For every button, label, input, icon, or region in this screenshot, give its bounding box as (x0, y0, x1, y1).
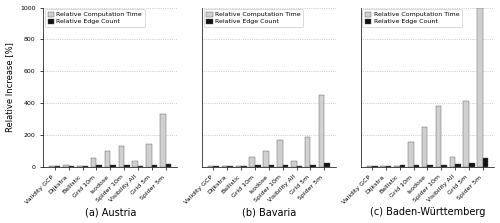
Bar (318, 95, 324, 167)
Bar (132, 161, 138, 167)
X-axis label: (b) Bavaria: (b) Bavaria (242, 207, 296, 217)
Bar (422, 127, 428, 167)
X-axis label: (c) Baden-Württemberg: (c) Baden-Württemberg (370, 207, 485, 217)
Bar (442, 165, 447, 167)
Bar (310, 165, 316, 167)
Bar (96, 165, 102, 167)
Bar (380, 166, 386, 167)
Bar (436, 106, 442, 167)
Bar (160, 114, 166, 167)
Bar (282, 165, 288, 167)
Bar (478, 8, 483, 167)
Bar (469, 163, 474, 167)
Bar (450, 157, 455, 167)
Bar (264, 151, 269, 167)
Bar (110, 165, 116, 167)
Bar (305, 137, 310, 167)
Bar (464, 101, 469, 167)
Bar (255, 165, 260, 167)
Bar (324, 163, 330, 167)
Bar (250, 157, 255, 167)
Bar (269, 165, 274, 167)
Legend: Relative Computation Time, Relative Edge Count: Relative Computation Time, Relative Edge… (45, 9, 144, 27)
Bar (152, 165, 158, 167)
Bar (400, 165, 406, 167)
Bar (91, 158, 96, 167)
Bar (118, 146, 124, 167)
Legend: Relative Computation Time, Relative Edge Count: Relative Computation Time, Relative Edge… (362, 9, 462, 27)
Bar (138, 166, 143, 167)
Bar (394, 166, 400, 167)
Bar (455, 164, 460, 167)
Bar (208, 166, 214, 167)
Legend: Relative Computation Time, Relative Edge Count: Relative Computation Time, Relative Edge… (204, 9, 303, 27)
Bar (366, 166, 372, 167)
Bar (104, 151, 110, 167)
Bar (222, 166, 228, 167)
Bar (414, 165, 419, 167)
Bar (124, 165, 130, 167)
Bar (63, 165, 68, 167)
Bar (386, 166, 392, 167)
Bar (277, 140, 282, 167)
Bar (483, 158, 488, 167)
Bar (166, 164, 171, 167)
Bar (146, 144, 152, 167)
Bar (236, 166, 241, 167)
Y-axis label: Relative Increase [%]: Relative Increase [%] (6, 42, 15, 132)
Bar (408, 142, 414, 167)
Bar (428, 165, 433, 167)
X-axis label: (a) Austria: (a) Austria (84, 207, 136, 217)
Bar (50, 166, 55, 167)
Bar (77, 166, 82, 167)
Bar (291, 161, 296, 167)
Bar (296, 166, 302, 167)
